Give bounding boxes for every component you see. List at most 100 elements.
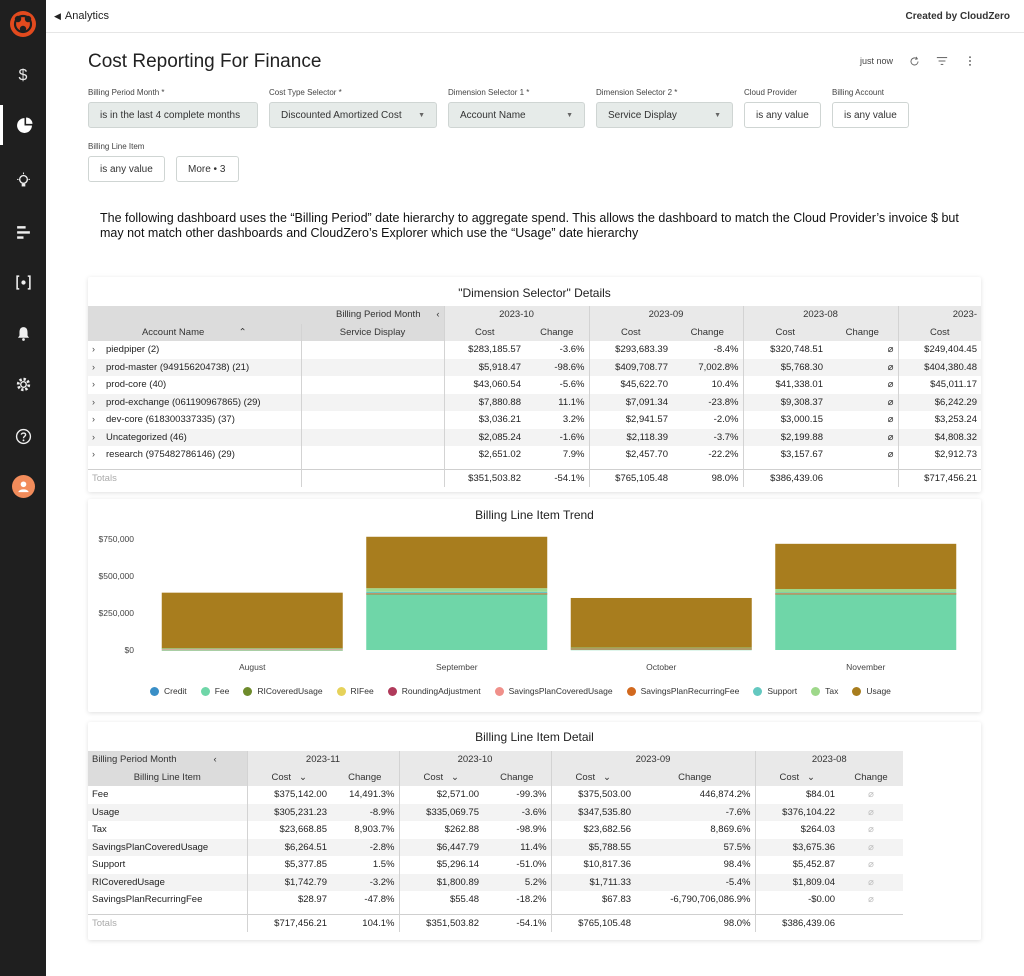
bar-segment-usage[interactable]	[775, 543, 957, 589]
cost-type-select[interactable]: Discounted Amortized Cost ▼	[269, 102, 437, 128]
account-name-cell[interactable]: › prod-core (40)	[92, 379, 167, 391]
legend-item[interactable]: RICoveredUsage	[243, 686, 323, 696]
change-header[interactable]: Change	[483, 768, 552, 786]
change-header[interactable]: Change	[827, 323, 898, 341]
table-row[interactable]: Tax $23,668.85 8,903.7% $262.88 -98.9% $23,68…	[88, 821, 903, 839]
table-row[interactable]: Usage $305,231.23 -8.9% $335,069.75 -3.6% $34…	[88, 803, 904, 821]
alerts-bell-icon[interactable]	[0, 313, 46, 353]
line-item-header[interactable]: Billing Line Item	[88, 768, 247, 786]
billing-line-item-select[interactable]: is any value	[88, 156, 165, 182]
settings-gear-icon[interactable]	[0, 364, 46, 404]
cost-header[interactable]: Cost	[897, 323, 981, 341]
bar-segment-support[interactable]	[775, 592, 957, 594]
help-question-icon[interactable]	[0, 416, 46, 456]
back-to-analytics-link[interactable]: ◀ Analytics	[54, 10, 109, 22]
legend-item[interactable]: Support	[753, 686, 797, 696]
legend-item[interactable]: Tax	[811, 686, 838, 696]
analytics-pie-icon[interactable]	[0, 105, 46, 145]
user-avatar-icon[interactable]	[12, 475, 35, 498]
bar-segment-usage[interactable]	[570, 597, 752, 648]
legend-item[interactable]: RoundingAdjustment	[387, 686, 481, 696]
cost-header[interactable]: Cost ⌄	[550, 768, 636, 786]
dimension-1-select[interactable]: Account Name ▼	[448, 102, 585, 128]
table-row[interactable]: › dev-core (618300337335) (37) $3,036.21 3.…	[88, 411, 981, 429]
change-header[interactable]: Change	[331, 768, 400, 786]
cost-header[interactable]: Cost	[588, 323, 672, 341]
table-row[interactable]: › prod-exchange (061190967865) (29) $7,880…	[88, 393, 981, 411]
account-name-cell[interactable]: › dev-core (618300337335) (37)	[92, 414, 235, 426]
service-display-header[interactable]: Service Display	[300, 323, 444, 341]
cost-header[interactable]: Cost ⌄	[246, 768, 331, 786]
bar-segment-fee[interactable]	[775, 594, 957, 650]
account-name-cell[interactable]: › prod-master (949156204738) (21)	[88, 358, 301, 376]
pivot-header[interactable]: Billing Period Month ‹	[301, 306, 444, 324]
expand-chevron-icon[interactable]: ›	[92, 344, 95, 355]
cloud-provider-select[interactable]: is any value	[744, 102, 821, 128]
refresh-icon[interactable]	[907, 54, 921, 68]
expand-chevron-icon[interactable]: ›	[92, 379, 95, 390]
cost-header[interactable]: Cost	[443, 323, 525, 341]
table-row[interactable]: Support $5,377.85 1.5% $5,296.14 -51.0% $10,8…	[88, 856, 903, 874]
expand-chevron-icon[interactable]: ›	[92, 414, 95, 425]
filter-icon[interactable]	[935, 54, 949, 68]
bar-segment-tax[interactable]	[161, 648, 343, 649]
legend-item[interactable]: Fee	[200, 686, 229, 696]
legend-item[interactable]: SavingsPlanCoveredUsage	[494, 686, 613, 696]
change-header[interactable]: Change	[672, 323, 743, 341]
cost-header[interactable]: Cost	[742, 323, 827, 341]
bar-segment-ricoveredusage[interactable]	[775, 594, 957, 595]
billing-dollar-icon[interactable]: $	[18, 67, 28, 84]
change-header[interactable]: Change	[839, 768, 904, 786]
table-row[interactable]: RICoveredUsage $1,742.79 -3.2% $1,800.89 5.2…	[88, 873, 904, 891]
table-row[interactable]: › prod-core (40) $43,060.54 -5.6% $45,622.70…	[88, 376, 981, 394]
bar-segment-tax[interactable]	[570, 647, 752, 649]
bar-segment-savingsplancoveredusage[interactable]	[161, 649, 343, 650]
bar-segment-tax[interactable]	[775, 588, 957, 593]
change-header[interactable]: Change	[525, 323, 589, 341]
bar-segment-fee[interactable]	[366, 594, 548, 650]
expand-chevron-icon[interactable]: ›	[92, 431, 95, 442]
bar-segment-ricoveredusage[interactable]	[366, 594, 548, 595]
expand-chevron-icon[interactable]: ›	[92, 449, 95, 460]
bar-segment-savingsplanrecurringfee[interactable]	[570, 648, 752, 649]
account-name-cell[interactable]: › research (975482786146) (29)	[92, 449, 235, 461]
table-row[interactable]: › Uncategorized (46) $2,085.24 -1.6% $2,118.…	[88, 428, 981, 446]
table-row[interactable]: SavingsPlanCoveredUsage $6,264.51 -2.8% $6,…	[88, 838, 904, 856]
bar-segment-usage[interactable]	[366, 536, 548, 589]
bar-segment-tax[interactable]	[366, 588, 548, 592]
legend-item[interactable]: Credit	[150, 686, 187, 696]
table-row[interactable]: Fee $375,142.00 14,491.3% $2,571.00 -99.3% $3…	[88, 786, 903, 804]
more-options-icon[interactable]	[963, 54, 977, 68]
dimension-2-select[interactable]: Service Display ▼	[596, 102, 733, 128]
insights-lightbulb-icon[interactable]	[0, 160, 46, 200]
account-name-header[interactable]: Account Name ⌃	[88, 323, 301, 341]
bar-segment-ricoveredusage[interactable]	[570, 649, 752, 650]
account-name-cell[interactable]: › Uncategorized (46)	[88, 428, 301, 446]
bar-segment-usage[interactable]	[161, 592, 343, 649]
bar-segment-savingsplanrecurringfee[interactable]	[366, 593, 548, 594]
change-header[interactable]: Change	[635, 768, 756, 786]
explorer-brackets-icon[interactable]	[0, 262, 46, 302]
more-filters-button[interactable]: More • 3	[176, 156, 239, 182]
table-row[interactable]: › research (975482786146) (29) $2,651.02 7.…	[88, 446, 981, 464]
pivot-header[interactable]: Billing Period Month ‹	[88, 751, 247, 769]
account-name-cell[interactable]: › piedpiper (2)	[92, 344, 160, 356]
billing-period-select[interactable]: is in the last 4 complete months	[88, 102, 258, 128]
table-row[interactable]: › piedpiper (2) $283,185.57 -3.6% $293,683.3…	[88, 341, 981, 359]
cost-header[interactable]: Cost ⌄	[754, 768, 840, 786]
legend-item[interactable]: Usage	[852, 686, 891, 696]
cost-header[interactable]: Cost ⌄	[398, 768, 484, 786]
cloudzero-logo-icon[interactable]	[7, 8, 39, 40]
legend-item[interactable]: SavingsPlanRecurringFee	[626, 686, 739, 696]
bar-segment-savingsplanrecurringfee[interactable]	[775, 593, 957, 594]
table-row[interactable]: › prod-master (949156204738) (21) $5,918.4…	[88, 358, 981, 376]
expand-chevron-icon[interactable]: ›	[92, 361, 95, 372]
expand-chevron-icon[interactable]: ›	[92, 396, 95, 407]
bar-segment-ricoveredusage[interactable]	[161, 649, 343, 651]
table-row[interactable]: SavingsPlanRecurringFee $28.97 -47.8% $55.4…	[88, 891, 903, 909]
bar-segment-support[interactable]	[366, 591, 548, 594]
legend-item[interactable]: RIFee	[336, 686, 374, 696]
account-name-cell[interactable]: › prod-exchange (061190967865) (29)	[88, 393, 301, 411]
reports-list-icon[interactable]	[0, 212, 46, 252]
billing-account-select[interactable]: is any value	[832, 102, 909, 128]
